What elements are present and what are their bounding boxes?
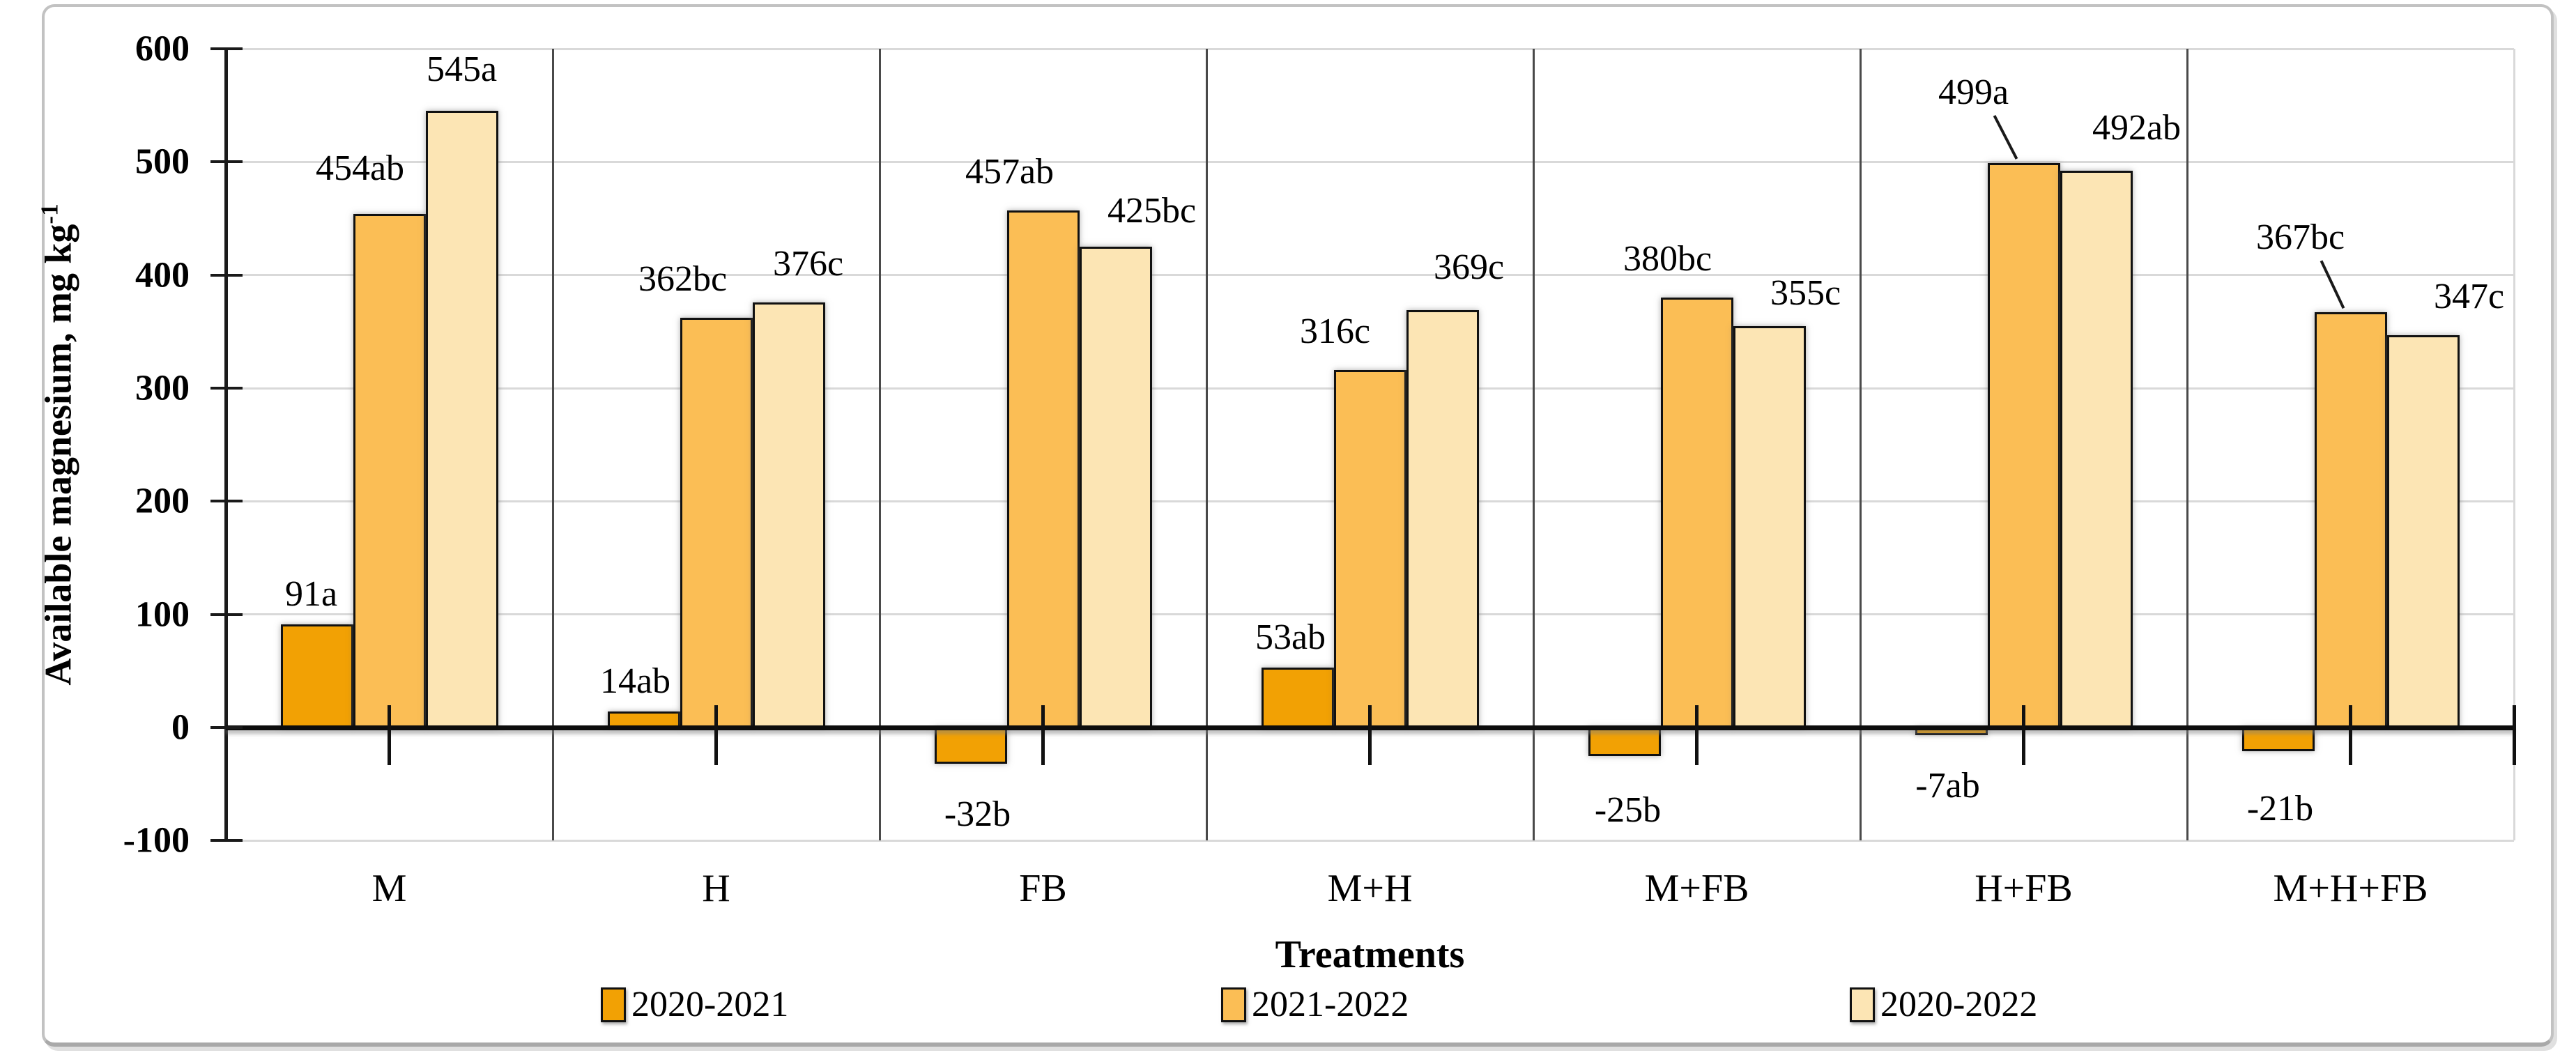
bar-value-label: 347c (2433, 276, 2505, 316)
category-label: FB (1019, 867, 1067, 910)
bar-value-label: 362bc (638, 259, 728, 300)
bar-value-label: 545a (426, 49, 498, 90)
bar (1261, 667, 1334, 728)
y-axis-tick (210, 273, 243, 277)
category-separator (2186, 49, 2188, 840)
y-tick-label: 500 (135, 141, 190, 182)
bar-value-label: 367bc (2255, 217, 2345, 258)
x-axis-title: Treatments (1275, 933, 1465, 976)
y-axis-tick (210, 500, 243, 503)
bar (2386, 334, 2460, 728)
gridline (226, 47, 2514, 50)
gridline (226, 839, 2514, 842)
x-axis-tick (1368, 705, 1372, 765)
bar (1006, 210, 1080, 728)
category-label: M+H (1327, 867, 1413, 910)
x-axis-tick (1695, 705, 1699, 765)
y-axis-tick (210, 726, 243, 729)
category-label: H+FB (1975, 867, 2073, 910)
bar (1406, 310, 1479, 728)
bar-value-label: 454ab (315, 148, 405, 189)
y-tick-label: 100 (135, 594, 190, 635)
bar-value-label: 380bc (1623, 239, 1712, 279)
category-separator (551, 49, 554, 840)
bar (1079, 247, 1152, 728)
bar (934, 728, 1007, 764)
y-tick-label: -100 (123, 820, 190, 861)
y-axis-tick (210, 613, 243, 616)
y-axis-tick (210, 160, 243, 164)
bar (425, 111, 498, 728)
y-tick-label: 400 (135, 255, 190, 295)
gridline (226, 274, 2514, 277)
x-axis-tick (2349, 705, 2352, 765)
category-label: M (371, 867, 407, 910)
x-axis-tick (388, 705, 391, 765)
y-axis-tick (210, 387, 243, 390)
bar-value-label: 369c (1433, 247, 1505, 287)
y-tick-label: 600 (135, 29, 190, 69)
bar-value-label: 53ab (1255, 617, 1326, 657)
y-tick-label: 200 (135, 481, 190, 521)
x-axis-end-tick (2512, 705, 2516, 765)
bar (280, 624, 353, 728)
bar-value-label: -21b (2246, 789, 2314, 829)
category-separator (878, 49, 881, 840)
bar (680, 318, 753, 728)
legend-swatch-2020-2022 (1850, 987, 1875, 1022)
bar-value-label: 425bc (1107, 191, 1197, 231)
y-axis-tick (210, 47, 243, 51)
legend-swatch-2020-2021 (601, 987, 626, 1022)
bar (1660, 298, 1733, 728)
bar-value-label: -32b (944, 794, 1011, 834)
y-axis-tick (210, 839, 243, 842)
legend-item-2020-2021: 2020-2021 (601, 984, 788, 1026)
legend-item-2020-2022: 2020-2022 (1850, 984, 2037, 1026)
category-label: M+H+FB (2273, 867, 2428, 910)
bar-value-label: -25b (1594, 790, 1662, 830)
bar-value-label: 492ab (2092, 108, 2182, 148)
gridline (226, 160, 2514, 163)
bar (1588, 728, 1661, 756)
legend-item-2021-2022: 2021-2022 (1221, 984, 1409, 1026)
legend-swatch-2021-2022 (1221, 987, 1246, 1022)
x-axis-tick (2022, 705, 2025, 765)
x-axis-tick (1041, 705, 1045, 765)
plot-right-border (2513, 49, 2515, 840)
y-axis-line (224, 49, 228, 840)
bar (353, 214, 426, 728)
legend-label: 2021-2022 (1252, 985, 1409, 1024)
bar (752, 302, 825, 728)
bar-value-label: 316c (1299, 311, 1371, 352)
bar-value-label: 376c (772, 243, 844, 284)
x-axis-tick (714, 705, 718, 765)
legend-label: 2020-2022 (1880, 985, 2038, 1024)
bar (1987, 162, 2060, 728)
bar-value-label: -7ab (1915, 766, 1980, 806)
category-label: H (702, 867, 730, 910)
bar-value-label: 457ab (965, 152, 1055, 192)
bar-value-label: 14ab (599, 661, 671, 702)
bar (2314, 312, 2387, 728)
category-separator (1205, 49, 1208, 840)
category-separator (1859, 49, 1862, 840)
bar-value-label: 91a (284, 574, 338, 615)
y-tick-label: 0 (171, 707, 190, 748)
y-tick-label: 300 (135, 368, 190, 408)
legend-label: 2020-2021 (631, 985, 789, 1024)
bar (1333, 370, 1406, 728)
category-separator (1532, 49, 1535, 840)
category-label: M+FB (1644, 867, 1749, 910)
bar (1733, 325, 1806, 728)
bar (2060, 171, 2133, 728)
bar-value-label: 499a (1938, 72, 2009, 112)
bar (2241, 728, 2315, 752)
bar-value-label: 355c (1770, 272, 1841, 313)
